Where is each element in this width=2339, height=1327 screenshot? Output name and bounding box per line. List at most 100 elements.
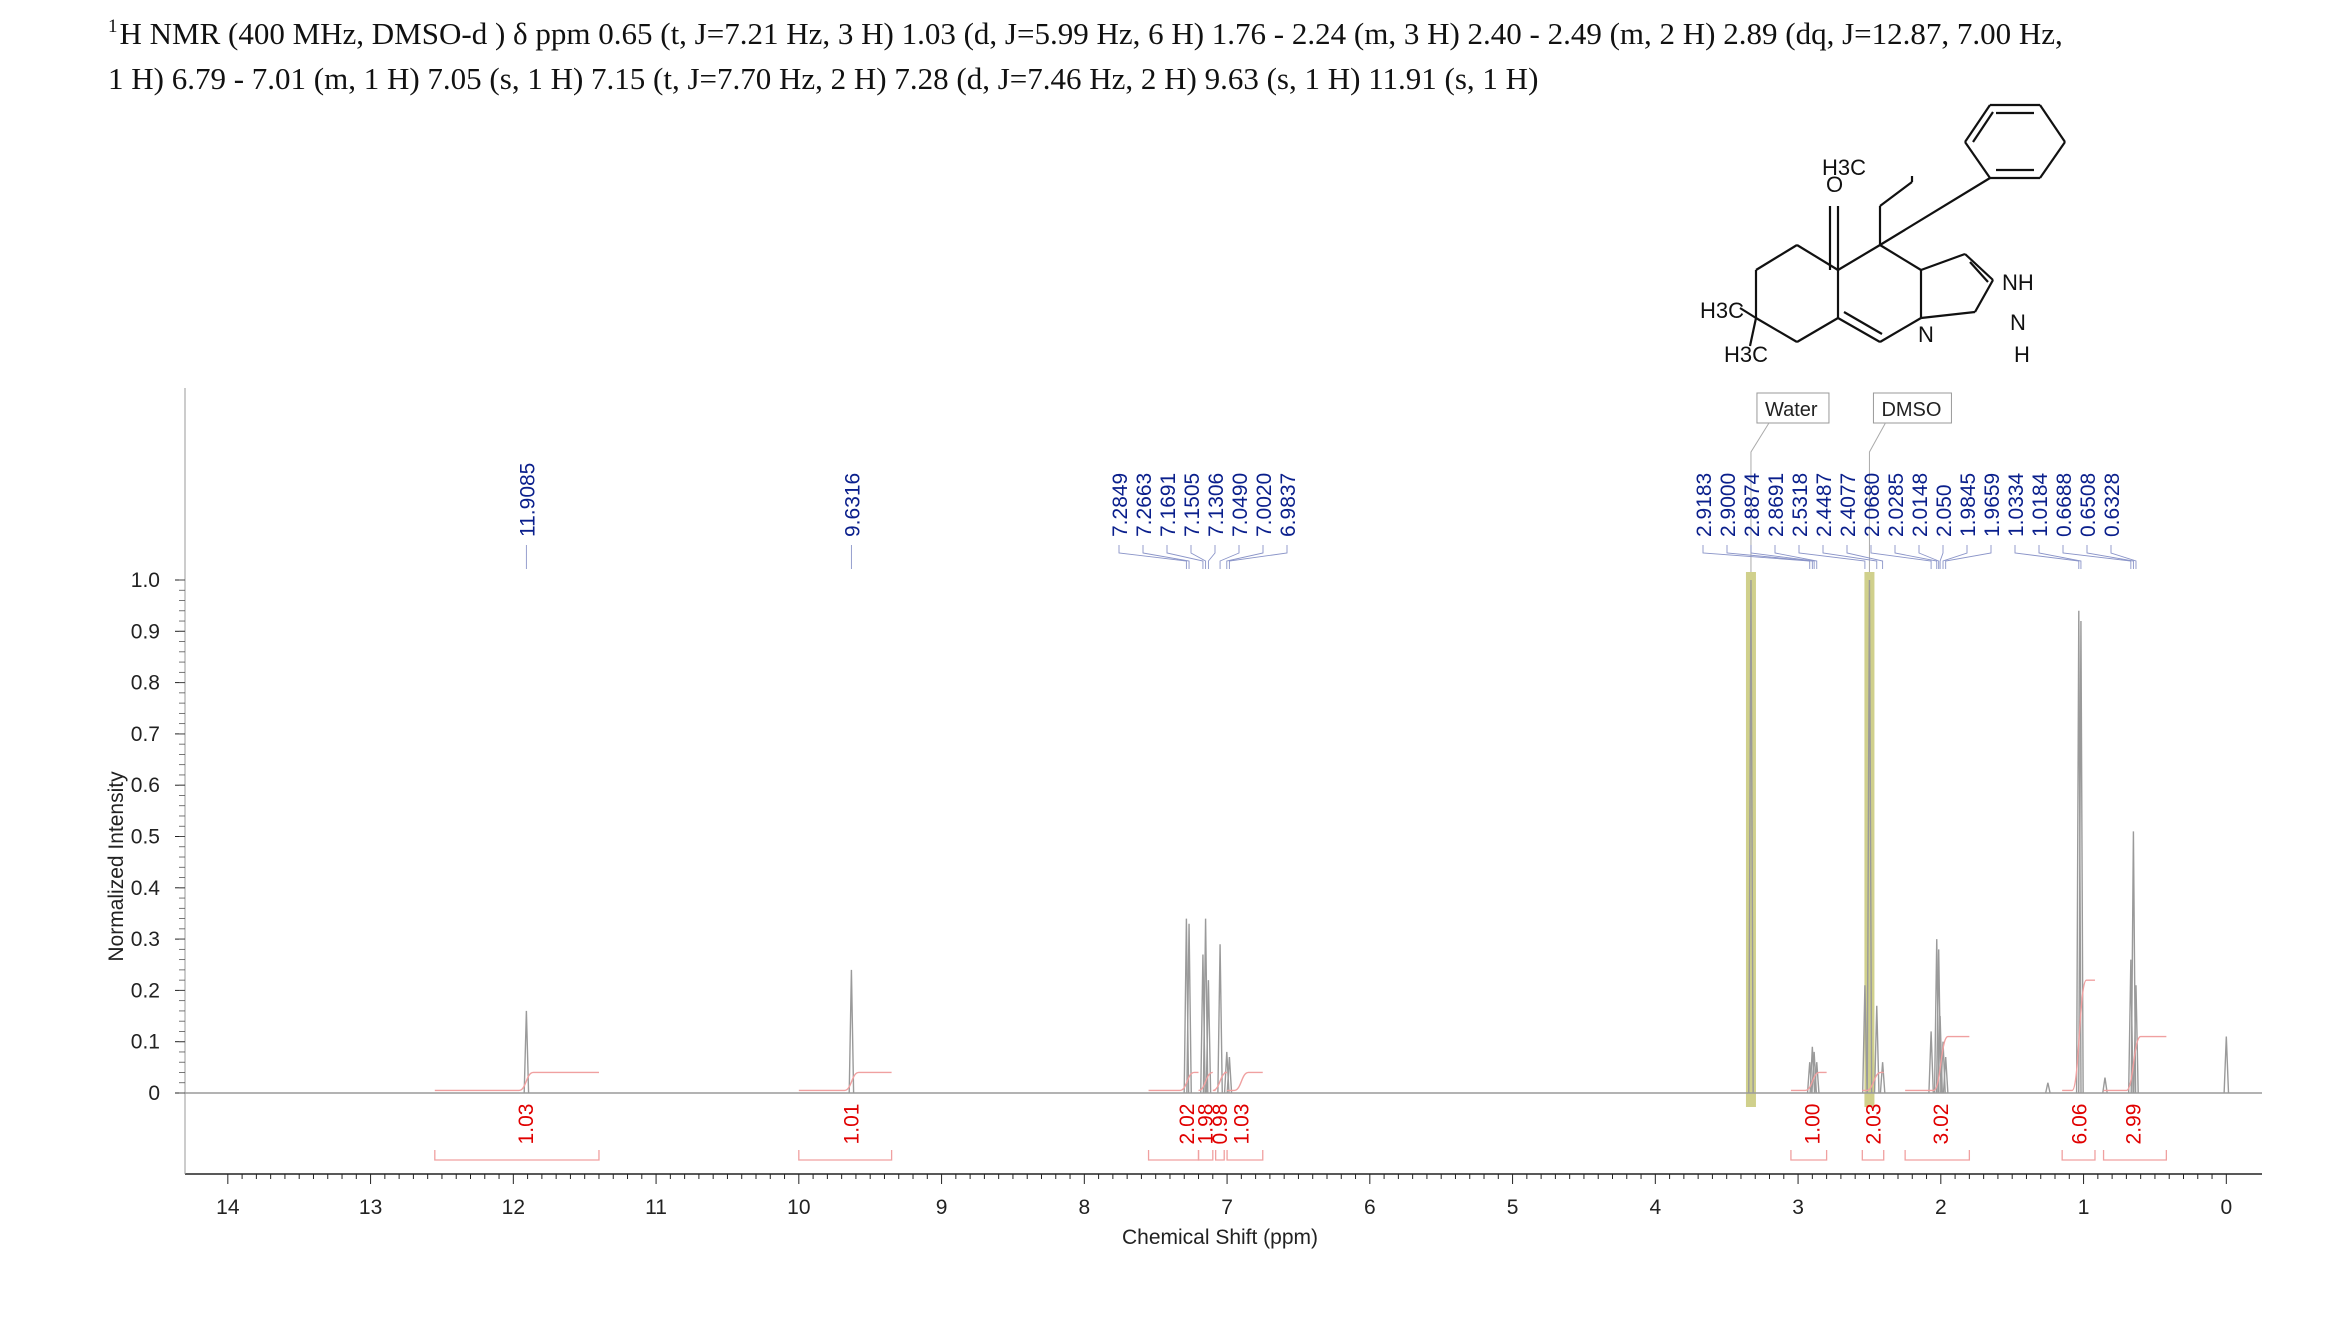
x-tick-label: 11: [645, 1196, 667, 1219]
peak-label-leader: [1207, 545, 1216, 569]
peak-label: 1.0334: [2005, 472, 2028, 537]
peak-labels: 11.9085 9.6316 7.2849 7.2663 7.1691 7.1505 7.1…: [516, 463, 2137, 569]
peak-label: 0.6688: [2053, 473, 2076, 537]
integral-curve: [1198, 1071, 1213, 1092]
peak-label: 1.0184: [2029, 472, 2052, 537]
y-tick-label: 0.6: [131, 774, 160, 797]
peak-label: 9.6316: [841, 473, 864, 537]
spectrum-peak: [2075, 610, 2082, 1094]
integral-bracket: [1147, 1150, 1200, 1161]
peak-label: 2.4077: [1837, 473, 1860, 537]
solvent-label-leader: [1868, 422, 1886, 572]
peak-label-leader: [1750, 545, 1815, 569]
bond: [1837, 244, 1881, 271]
peak-label: 7.2849: [1109, 473, 1132, 537]
spectrum-peak: [1942, 1057, 1949, 1094]
bond: [2039, 141, 2066, 179]
bond: [1796, 317, 1839, 343]
atom-label: H3C: [1724, 342, 1768, 367]
spectrum-peak: [1205, 980, 1212, 1094]
integral-bracket: [1904, 1150, 1971, 1161]
x-axis-title: Chemical Shift (ppm): [1122, 1226, 1318, 1249]
atom-label: O: [1826, 172, 1843, 197]
integral-bracket: [2102, 1150, 2168, 1161]
peak-label-leader: [1726, 545, 1813, 569]
integral-curve: [1862, 1071, 1884, 1092]
peak-label: 7.1691: [1157, 473, 1180, 537]
peak-label-leader: [1142, 545, 1190, 569]
solvent-band-dmso: [1864, 572, 1875, 1107]
peak-label: 2.0680: [1861, 473, 1884, 537]
integral-bracket: [798, 1150, 893, 1161]
peak-label: 7.0490: [1229, 473, 1252, 537]
peak-label-leader: [2110, 545, 2137, 569]
atom-label: N: [2010, 310, 2026, 335]
peak-label: 2.4487: [1813, 473, 1836, 537]
peak-label: 2.050: [1933, 484, 1956, 537]
peak-label-leader: [1846, 545, 1884, 569]
bond: [1879, 317, 1922, 343]
bond: [1748, 317, 1758, 347]
y-tick-label: 0.3: [131, 928, 160, 951]
integral-curve: [2062, 979, 2095, 1092]
peak-label: 2.8691: [1765, 473, 1788, 537]
peak-label: 1.9659: [1981, 473, 2004, 537]
peak-label: 11.9085: [516, 463, 539, 537]
integral-value: 1.03: [1230, 1104, 1253, 1145]
integral-value: 1.03: [515, 1104, 538, 1145]
x-tick-label: 3: [1792, 1196, 1804, 1219]
y-tick-label: 0.8: [131, 672, 160, 695]
bond: [2039, 104, 2066, 143]
header-line-1-text: H NMR (400 MHz, DMSO-d ) δ ppm 0.65 (t, …: [119, 16, 2063, 51]
peak-label-leader: [1918, 545, 1940, 569]
spectrum-peak: [1933, 939, 1940, 1094]
bond: [1964, 141, 1991, 179]
peak-label-leader: [2062, 545, 2132, 569]
spectrum-peak: [1928, 1031, 1935, 1094]
solvent-label-dmso: DMSO: [1881, 399, 1941, 421]
peak-label: 7.2663: [1133, 473, 1156, 537]
peak-label-leader: [1118, 545, 1187, 569]
integral-bracket: [1197, 1150, 1214, 1161]
x-tick-label: 13: [359, 1196, 382, 1219]
peak-label: 7.1505: [1181, 473, 1204, 537]
peak-label-leader: [1945, 545, 1992, 569]
spectrum-peak: [2078, 621, 2084, 1094]
bond: [1879, 244, 1922, 271]
y-tick-label: 0.2: [131, 979, 160, 1002]
bond: [1755, 317, 1798, 343]
solvent-label-leader: [1750, 422, 1770, 572]
peak-label-leader: [1942, 545, 1968, 569]
spectrum-peak: [2102, 1077, 2108, 1094]
bond: [1796, 244, 1839, 271]
y-tick-label: 0: [148, 1082, 160, 1105]
spectrum-peak: [2223, 1036, 2230, 1094]
spectrum-peak: [1813, 1062, 1820, 1094]
spectrum-peak: [1935, 949, 1942, 1094]
peak-label-leader: [2086, 545, 2134, 569]
header-superscript: 1: [108, 16, 118, 37]
x-tick-label: 14: [216, 1196, 240, 1219]
peak-label-leader: [1226, 545, 1264, 569]
y-tick-label: 0.7: [131, 723, 160, 746]
peak-label-leader: [1190, 545, 1207, 569]
peak-label-leader: [1798, 545, 1866, 569]
x-tick-label: 6: [1364, 1196, 1376, 1219]
x-tick-label: 1: [2078, 1196, 2090, 1219]
bond: [1739, 307, 1757, 319]
y-tick-label: 1.0: [131, 569, 160, 592]
peak-label: 2.8874: [1741, 472, 1764, 537]
peak-label: 2.0148: [1909, 473, 1932, 537]
spectrum-peak: [1873, 1005, 1880, 1094]
peak-label: 2.5318: [1789, 473, 1812, 537]
peak-label-leader: [1774, 545, 1818, 569]
peak-label-leader: [2014, 545, 2080, 569]
bond: [1920, 310, 1976, 320]
integral-curve: [2103, 1035, 2167, 1092]
spectrum-peak: [1186, 923, 1192, 1094]
spectrum: [185, 579, 2262, 1094]
peak-label: 2.0285: [1885, 473, 1908, 537]
y-axis-title: Normalized Intensity: [105, 771, 128, 962]
